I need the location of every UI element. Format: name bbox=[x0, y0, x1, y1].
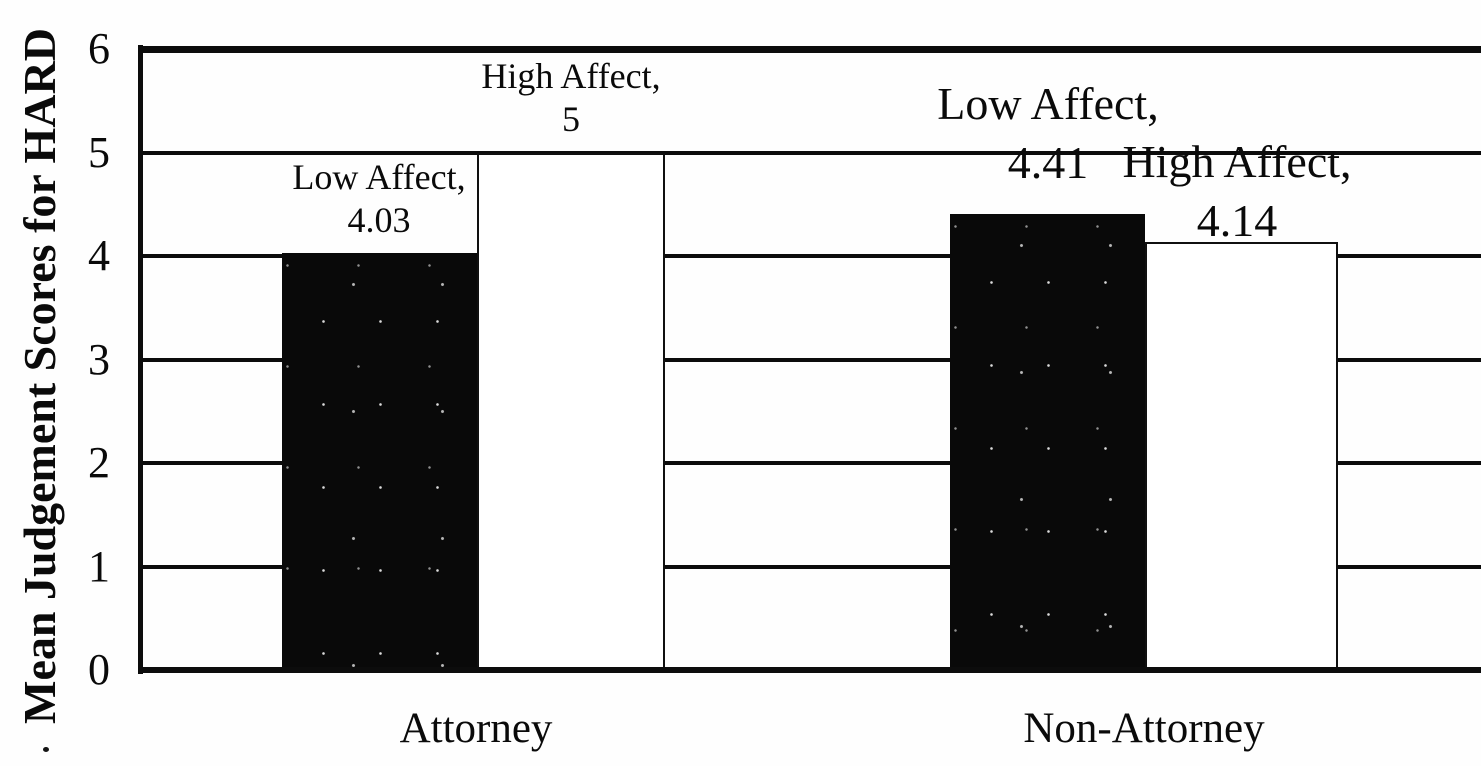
gridline bbox=[140, 461, 1481, 465]
bar-attorney-low-affect bbox=[282, 252, 477, 671]
data-label-attorney-high-affect: High Affect, 5 bbox=[371, 55, 771, 141]
y-tick-label: 0 bbox=[88, 645, 110, 694]
y-tick-label: 6 bbox=[88, 24, 110, 73]
x-axis-line bbox=[138, 667, 1481, 673]
data-label-value: 4.03 bbox=[347, 200, 411, 240]
category-label-attorney: Attorney bbox=[399, 705, 553, 752]
data-label-line: High Affect, bbox=[481, 56, 661, 96]
bar-non-attorney-high-affect bbox=[1145, 241, 1338, 671]
gridline bbox=[140, 150, 1481, 155]
data-label-value: 4.41 bbox=[1007, 137, 1089, 188]
category-label-non-attorney: Non-Attorney bbox=[1023, 705, 1265, 752]
y-tick-label: 5 bbox=[88, 127, 110, 177]
y-tick-label: 2 bbox=[88, 438, 110, 487]
gridline bbox=[140, 357, 1481, 362]
data-label-non-attorney-low-affect: Low Affect, 4.41 bbox=[823, 74, 1273, 192]
data-label-line: High Affect, bbox=[1122, 136, 1352, 187]
data-label-non-attorney-high-affect: High Affect, 4.14 bbox=[1012, 132, 1462, 250]
bar-non-attorney-low-affect bbox=[950, 213, 1145, 671]
y-tick-label: 4 bbox=[88, 231, 110, 280]
plot-top-border bbox=[138, 45, 1481, 53]
data-label-attorney-low-affect: Low Affect, 4.03 bbox=[179, 156, 579, 242]
scan-speck bbox=[43, 747, 49, 752]
gridline bbox=[140, 564, 1481, 569]
gridline bbox=[140, 254, 1481, 258]
data-label-value: 5 bbox=[562, 99, 580, 139]
bar-attorney-high-affect bbox=[477, 152, 665, 671]
y-tick-label: 3 bbox=[88, 334, 110, 384]
data-label-line: Low Affect, bbox=[292, 157, 466, 197]
data-label-line: Low Affect, bbox=[937, 78, 1159, 129]
y-tick-label: 1 bbox=[88, 541, 110, 591]
data-label-value: 4.14 bbox=[1196, 195, 1278, 246]
